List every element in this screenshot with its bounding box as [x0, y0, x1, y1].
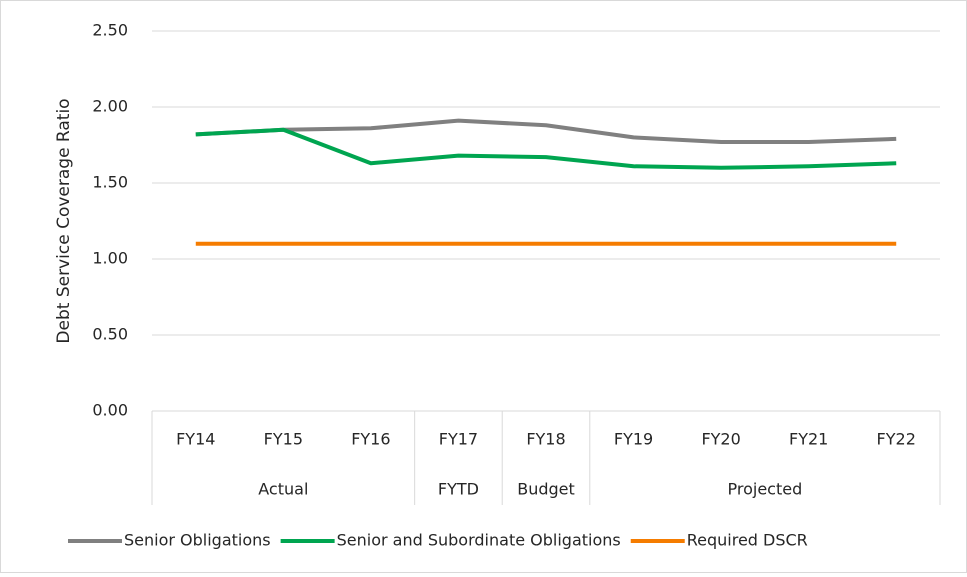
- group-label: Projected: [728, 480, 803, 499]
- x-tick-label: FY14: [176, 430, 215, 449]
- group-label: Budget: [517, 480, 575, 499]
- y-axis-title: Debt Service Coverage Ratio: [54, 98, 74, 343]
- y-tick-label: 1.00: [92, 249, 128, 268]
- y-tick-label: 1.50: [92, 173, 128, 192]
- series-line: [195, 118, 897, 144]
- legend-label: Required DSCR: [687, 531, 808, 550]
- y-tick-label: 2.50: [92, 21, 128, 40]
- series-line: [195, 127, 897, 170]
- x-tick-label: FY20: [701, 430, 740, 449]
- legend-label: Senior and Subordinate Obligations: [337, 531, 621, 550]
- x-tick-label: FY16: [351, 430, 390, 449]
- y-tick-label: 0.00: [92, 401, 128, 420]
- legend-label: Senior Obligations: [124, 531, 271, 550]
- x-tick-label: FY17: [439, 430, 478, 449]
- x-tick-label: FY19: [614, 430, 653, 449]
- group-label: Actual: [258, 480, 308, 499]
- x-tick-label: FY18: [526, 430, 565, 449]
- x-tick-label: FY22: [877, 430, 916, 449]
- y-tick-label: 0.50: [92, 325, 128, 344]
- y-tick-label: 2.00: [92, 97, 128, 116]
- x-tick-label: FY21: [789, 430, 828, 449]
- group-label: FYTD: [438, 480, 479, 499]
- x-tick-label: FY15: [264, 430, 303, 449]
